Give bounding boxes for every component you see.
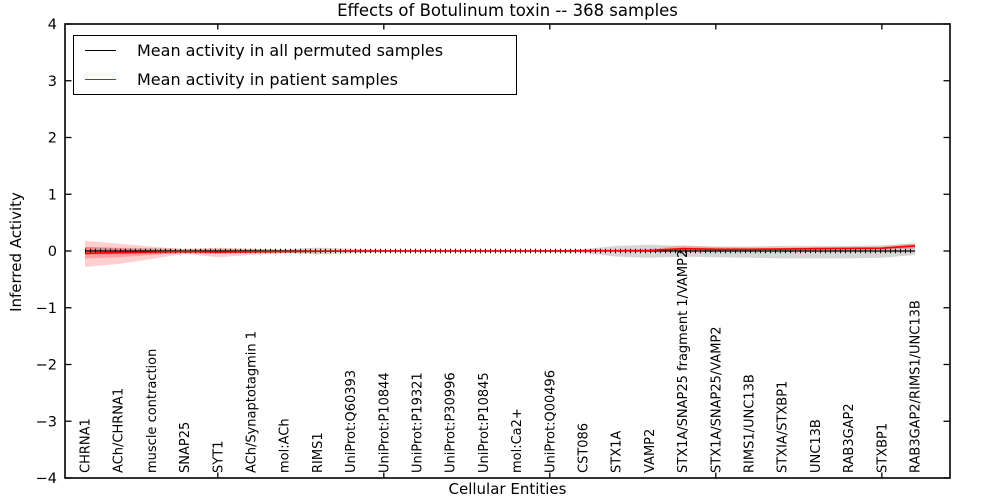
y-tick-label: 4 — [48, 17, 57, 33]
legend-label-patient: Mean activity in patient samples — [137, 69, 398, 89]
x-tick-label: mol:Ca2+ — [510, 408, 525, 473]
x-tick-label: STXBP1 — [875, 423, 890, 473]
x-tick-label: UniProt:P19321 — [411, 372, 426, 473]
x-tick-label: SYT1 — [211, 441, 226, 473]
x-tick-label: ACh/Synaptotagmin 1 — [244, 331, 259, 473]
x-tick-label: STX1A — [610, 431, 625, 473]
legend-item-patient: Mean activity in patient samples — [74, 65, 516, 94]
y-tick-label: −3 — [36, 414, 57, 430]
x-tick-label: STXIA/STXBP1 — [776, 381, 791, 473]
x-tick-label: STX1A/SNAP25 fragment 1/VAMP2 — [676, 250, 691, 473]
patient-mean-line — [84, 245, 916, 255]
x-tick-label: UniProt:P10844 — [377, 372, 392, 473]
y-tick-label: 3 — [48, 74, 57, 90]
x-tick-label: RAB3GAP2 — [842, 403, 857, 473]
x-tick-label: CHRNA1 — [78, 418, 93, 473]
y-tick-label: 0 — [48, 244, 57, 260]
patient-range-inner-band — [84, 244, 916, 259]
legend-item-permuted: Mean activity in all permuted samples — [74, 36, 516, 65]
x-tick-label: UniProt:P30996 — [444, 372, 459, 473]
x-axis-label: Cellular Entities — [448, 480, 567, 498]
patient-range-outer-band — [84, 240, 916, 267]
x-tick-label: VAMP2 — [643, 429, 658, 473]
x-tick-label: mol:ACh — [278, 418, 293, 473]
chart-title: Effects of Botulinum toxin -- 368 sample… — [337, 1, 678, 20]
x-tick-label: RIMS1/UNC13B — [743, 374, 758, 473]
x-tick-label: UNC13B — [809, 419, 824, 473]
permuted-line-swatch — [85, 50, 116, 51]
x-tick-label: CST086 — [577, 423, 592, 473]
x-tick-label: UniProt:P10845 — [477, 372, 492, 473]
x-tick-label: muscle contraction — [145, 349, 160, 473]
y-axis-label: Inferred Activity — [7, 192, 25, 312]
x-tick-label: RIMS1 — [311, 432, 326, 473]
x-tick-label: RAB3GAP2/RIMS1/UNC13B — [909, 300, 924, 473]
x-tick-label: UniProt:Q00496 — [543, 370, 558, 473]
patient-line-swatch — [85, 79, 116, 80]
legend: Mean activity in all permuted samples Me… — [73, 35, 517, 95]
legend-label-permuted: Mean activity in all permuted samples — [137, 40, 444, 60]
y-tick-label: 2 — [48, 131, 57, 147]
y-tick-label: 1 — [48, 187, 57, 203]
x-tick-label: STX1A/SNAP25/VAMP2 — [709, 326, 724, 473]
x-tick-label: SNAP25 — [178, 422, 193, 473]
y-tick-label: −1 — [36, 301, 57, 317]
x-tick-label: ACh/CHRNA1 — [112, 388, 127, 473]
y-tick-label: −2 — [36, 358, 57, 374]
y-tick-label: −4 — [36, 471, 57, 487]
x-tick-label: UniProt:Q60393 — [344, 370, 359, 473]
